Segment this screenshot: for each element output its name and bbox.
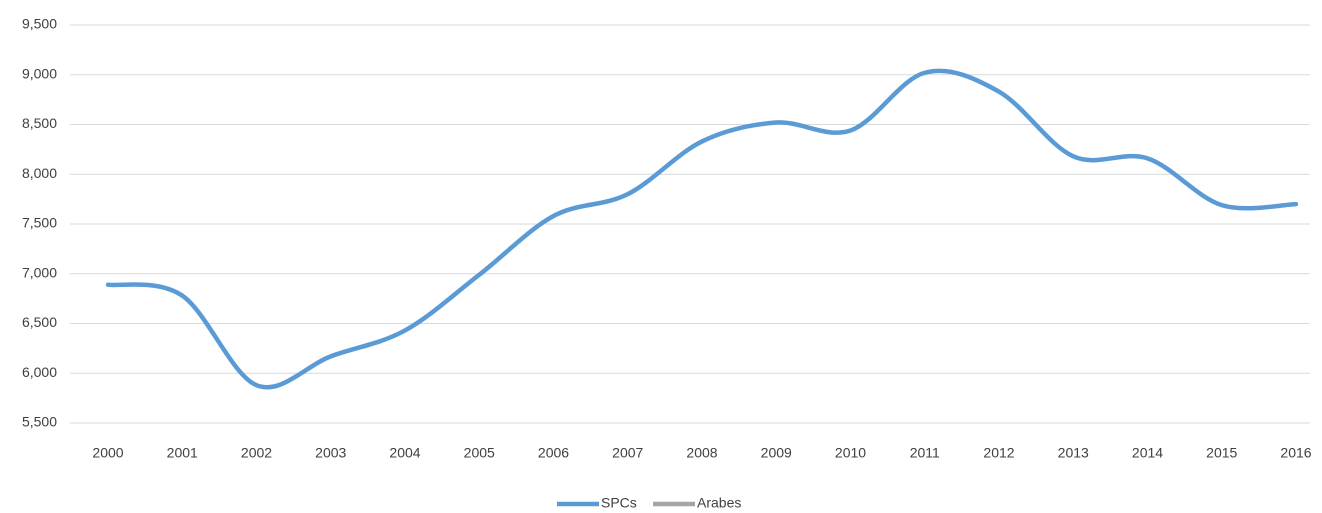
x-tick-label: 2000 <box>92 445 123 461</box>
x-tick-label: 2004 <box>389 445 420 461</box>
x-tick-label: 2009 <box>761 445 792 461</box>
x-tick-label: 2013 <box>1058 445 1089 461</box>
x-tick-label: 2012 <box>983 445 1014 461</box>
x-tick-label: 2016 <box>1280 445 1311 461</box>
x-tick-label: 2007 <box>612 445 643 461</box>
y-tick-label: 6,000 <box>22 364 57 380</box>
x-tick-label: 2003 <box>315 445 346 461</box>
y-tick-label: 7,000 <box>22 264 57 280</box>
x-tick-label: 2010 <box>835 445 866 461</box>
x-tick-label: 2011 <box>910 445 940 461</box>
x-tick-label: 2001 <box>167 445 198 461</box>
x-tick-label: 2005 <box>464 445 495 461</box>
x-tick-label: 2002 <box>241 445 272 461</box>
y-tick-label: 8,000 <box>22 165 57 181</box>
legend-label: Arabes <box>697 495 741 511</box>
x-tick-label: 2014 <box>1132 445 1163 461</box>
y-tick-label: 6,500 <box>22 314 57 330</box>
x-tick-label: 2008 <box>686 445 717 461</box>
y-tick-label: 5,500 <box>22 414 57 430</box>
x-tick-label: 2006 <box>538 445 569 461</box>
y-tick-label: 9,500 <box>22 16 57 32</box>
x-tick-label: 2015 <box>1206 445 1237 461</box>
legend-label: SPCs <box>601 495 637 511</box>
series-line <box>105 68 1299 390</box>
y-tick-label: 8,500 <box>22 115 57 131</box>
y-tick-label: 7,500 <box>22 215 57 231</box>
y-tick-label: 9,000 <box>22 65 57 81</box>
